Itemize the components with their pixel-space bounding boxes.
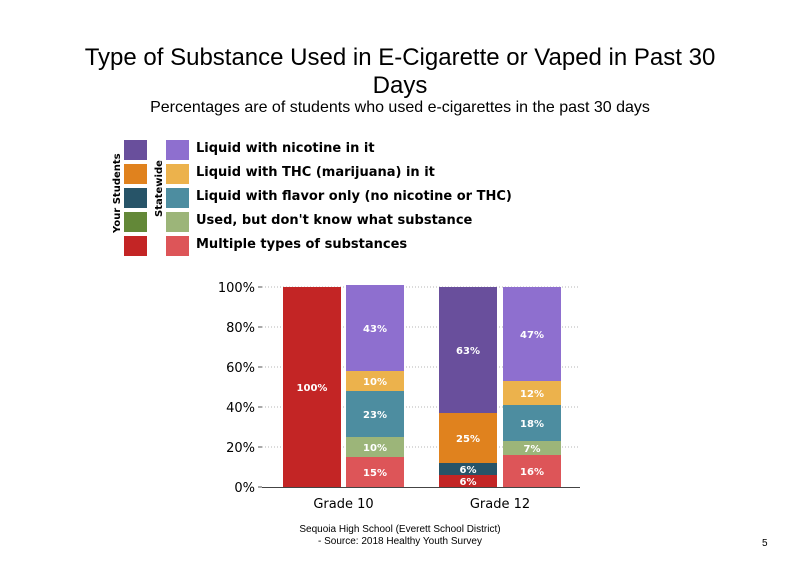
- bar-segment: [503, 441, 561, 455]
- bar-segment: [439, 413, 497, 463]
- footer-survey: - Source: 2018 Healthy Youth Survey: [318, 536, 482, 547]
- legend-swatch-your-students: [124, 140, 147, 160]
- bar-segment: [346, 457, 404, 487]
- bar-segment: [503, 287, 561, 381]
- data-label: 6%: [460, 465, 477, 476]
- bar-segment: [503, 381, 561, 405]
- bar-segment: [439, 287, 497, 413]
- bar-segment: [503, 455, 561, 487]
- legend-swatch-statewide: [166, 164, 189, 184]
- data-label: 6%: [460, 477, 477, 488]
- data-label: 10%: [363, 377, 387, 388]
- chart-subtitle: Percentages are of students who used e-c…: [150, 99, 650, 116]
- legend-item-label: Liquid with flavor only (no nicotine or …: [196, 189, 512, 204]
- data-label: 10%: [363, 443, 387, 454]
- chart-title: Type of Substance Used in E-Cigarette or…: [0, 44, 800, 100]
- data-label: 47%: [520, 330, 544, 341]
- chart-title-line2: Days: [372, 72, 428, 99]
- legend-item: Used, but don't know what substance: [110, 212, 530, 233]
- bar-segment: [346, 391, 404, 437]
- legend-item-label: Multiple types of substances: [196, 237, 408, 252]
- data-label: 12%: [520, 389, 544, 400]
- page-number: 5: [762, 538, 768, 549]
- data-label: 100%: [297, 383, 328, 394]
- bar-segment: [346, 285, 404, 371]
- legend-item-label: Liquid with THC (marijuana) in it: [196, 165, 435, 180]
- data-label: 16%: [520, 467, 544, 478]
- y-tick-label: 0%: [234, 481, 255, 496]
- bar-segment: [346, 371, 404, 391]
- legend-item: Liquid with flavor only (no nicotine or …: [110, 188, 530, 209]
- data-label: 7%: [524, 444, 541, 455]
- bar-segment: [439, 463, 497, 475]
- bar-segment: [283, 287, 341, 487]
- bar-segment: [439, 475, 497, 487]
- x-tick-label: Grade 10: [313, 497, 373, 512]
- y-tick-label: 20%: [226, 441, 255, 456]
- y-tick-label: 60%: [226, 361, 255, 376]
- chart-title-line1: Type of Substance Used in E-Cigarette or…: [84, 44, 716, 71]
- data-label: 18%: [520, 419, 544, 430]
- data-label: 63%: [456, 346, 480, 357]
- x-tick-label: Grade 12: [470, 497, 530, 512]
- legend-swatch-statewide: [166, 212, 189, 232]
- legend-swatch-statewide: [166, 140, 189, 160]
- y-tick-label: 40%: [226, 401, 255, 416]
- bar-segment: [346, 437, 404, 457]
- bar-segment: [503, 405, 561, 441]
- legend-item: Liquid with THC (marijuana) in it: [110, 164, 530, 185]
- legend-swatch-your-students: [124, 164, 147, 184]
- data-label: 15%: [363, 468, 387, 479]
- data-label: 25%: [456, 434, 480, 445]
- y-tick-label: 80%: [226, 321, 255, 336]
- legend-swatch-your-students: [124, 212, 147, 232]
- legend-item: Liquid with nicotine in it: [110, 140, 530, 161]
- legend-item-label: Used, but don't know what substance: [196, 213, 473, 228]
- y-tick-label: 100%: [218, 281, 255, 296]
- legend-swatch-your-students: [124, 188, 147, 208]
- legend-swatch-statewide: [166, 188, 189, 208]
- legend-swatch-your-students: [124, 236, 147, 256]
- legend-item-label: Liquid with nicotine in it: [196, 141, 375, 156]
- footer-source: Sequoia High School (Everett School Dist…: [0, 524, 800, 548]
- legend: Your Students Statewide Liquid with nico…: [110, 137, 530, 261]
- legend-swatch-statewide: [166, 236, 189, 256]
- legend-item: Multiple types of substances: [110, 236, 530, 257]
- data-label: 43%: [363, 324, 387, 335]
- footer-school: Sequoia High School (Everett School Dist…: [299, 524, 501, 535]
- data-label: 23%: [363, 410, 387, 421]
